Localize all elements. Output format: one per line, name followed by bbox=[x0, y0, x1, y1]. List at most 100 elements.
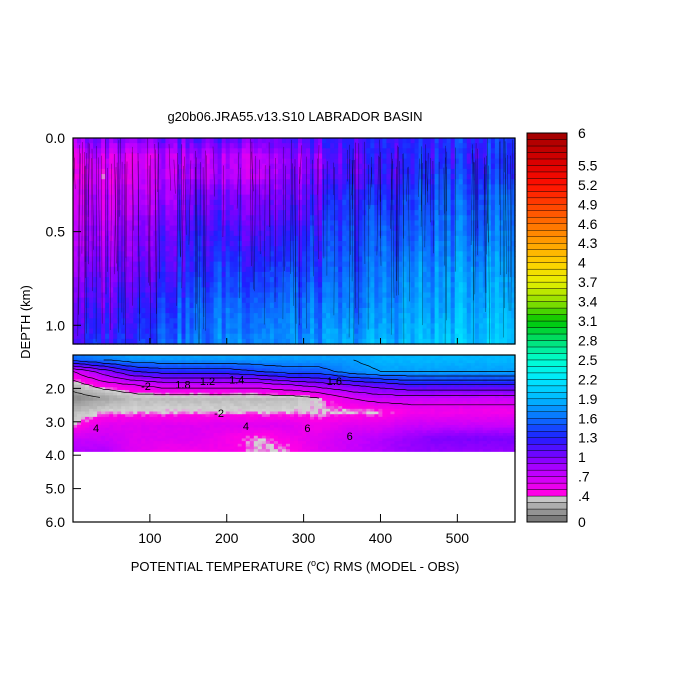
field-cell bbox=[105, 302, 110, 309]
field-cell bbox=[85, 179, 90, 185]
field-cell bbox=[450, 328, 456, 335]
field-cell bbox=[498, 163, 504, 170]
field-cell bbox=[105, 365, 110, 370]
field-cell bbox=[105, 153, 110, 160]
field-cell bbox=[81, 204, 86, 211]
field-cell bbox=[241, 220, 247, 227]
field-cell bbox=[490, 241, 496, 247]
field-cell bbox=[109, 389, 114, 394]
field-cell bbox=[462, 251, 468, 258]
field-cell bbox=[261, 282, 267, 288]
field-cell bbox=[245, 143, 251, 149]
field-cell bbox=[458, 153, 464, 160]
field-cell bbox=[81, 189, 86, 196]
field-cell bbox=[225, 179, 231, 185]
field-cell bbox=[414, 251, 420, 258]
field-cell bbox=[510, 256, 516, 263]
field-cell bbox=[346, 261, 351, 268]
field-cell bbox=[249, 241, 255, 247]
field-cell bbox=[302, 323, 307, 330]
field-cell bbox=[221, 297, 227, 304]
field-cell bbox=[101, 287, 106, 294]
field-cell bbox=[97, 438, 102, 442]
field-cell bbox=[197, 302, 203, 309]
field-cell bbox=[382, 318, 388, 324]
field-cell bbox=[426, 313, 432, 319]
field-cell bbox=[285, 333, 291, 340]
field-cell bbox=[73, 424, 78, 429]
field-cell bbox=[338, 235, 343, 242]
field-cell bbox=[342, 215, 347, 221]
field-cell bbox=[109, 220, 114, 227]
field-cell bbox=[289, 328, 295, 335]
field-cell bbox=[121, 338, 126, 345]
field-cell bbox=[298, 256, 303, 263]
field-cell bbox=[125, 403, 130, 407]
field-cell bbox=[326, 282, 331, 288]
field-cell bbox=[73, 333, 78, 340]
field-cell bbox=[145, 246, 150, 252]
field-cell bbox=[93, 371, 98, 375]
field-cell bbox=[438, 287, 444, 294]
field-cell bbox=[77, 408, 82, 413]
field-cell bbox=[161, 163, 167, 170]
field-cell bbox=[370, 271, 375, 278]
field-cell bbox=[310, 256, 315, 263]
field-cell bbox=[482, 189, 488, 196]
field-cell bbox=[145, 271, 150, 278]
field-cell bbox=[478, 277, 484, 283]
field-cell bbox=[410, 148, 416, 155]
field-cell bbox=[330, 261, 335, 268]
field-cell bbox=[97, 313, 102, 319]
field-cell bbox=[233, 282, 239, 288]
field-cell bbox=[157, 153, 162, 160]
field-cell bbox=[438, 338, 444, 345]
field-cell bbox=[81, 148, 86, 155]
field-cell bbox=[310, 148, 315, 155]
field-cell bbox=[93, 251, 98, 258]
field-cell bbox=[197, 143, 203, 149]
field-cell bbox=[318, 204, 323, 211]
field-cell bbox=[398, 313, 404, 319]
field-cell bbox=[145, 297, 150, 304]
field-cell bbox=[209, 241, 215, 247]
field-cell bbox=[181, 199, 187, 206]
field-cell bbox=[277, 246, 283, 252]
field-cell bbox=[125, 373, 130, 378]
field-cell bbox=[294, 256, 299, 263]
field-cell bbox=[494, 271, 500, 278]
field-cell bbox=[129, 143, 134, 149]
field-cell bbox=[93, 376, 98, 380]
field-cell bbox=[149, 215, 154, 221]
field-cell bbox=[438, 220, 444, 227]
field-cell bbox=[466, 138, 472, 144]
field-cell bbox=[157, 292, 162, 299]
field-cell bbox=[133, 387, 138, 391]
field-cell bbox=[498, 241, 504, 247]
field-cell bbox=[294, 148, 299, 155]
field-cell bbox=[466, 194, 472, 201]
field-cell bbox=[322, 153, 327, 160]
field-cell bbox=[133, 395, 138, 399]
field-cell bbox=[438, 153, 444, 160]
field-cell bbox=[338, 318, 343, 324]
field-cell bbox=[318, 194, 323, 201]
field-cell bbox=[81, 292, 86, 299]
field-cell bbox=[193, 271, 199, 278]
field-cell bbox=[510, 235, 516, 242]
field-cell bbox=[422, 199, 428, 206]
field-cell bbox=[386, 148, 392, 155]
field-cell bbox=[354, 174, 359, 180]
field-cell bbox=[213, 313, 219, 319]
field-cell bbox=[121, 368, 126, 372]
field-cell bbox=[249, 204, 255, 211]
field-cell bbox=[277, 189, 283, 196]
field-cell bbox=[398, 174, 404, 180]
field-cell bbox=[249, 230, 255, 237]
field-cell bbox=[249, 199, 255, 206]
field-cell bbox=[342, 261, 347, 268]
field-cell bbox=[430, 143, 436, 149]
field-cell bbox=[125, 381, 130, 386]
field-cell bbox=[306, 174, 311, 180]
field-cell bbox=[450, 271, 456, 278]
